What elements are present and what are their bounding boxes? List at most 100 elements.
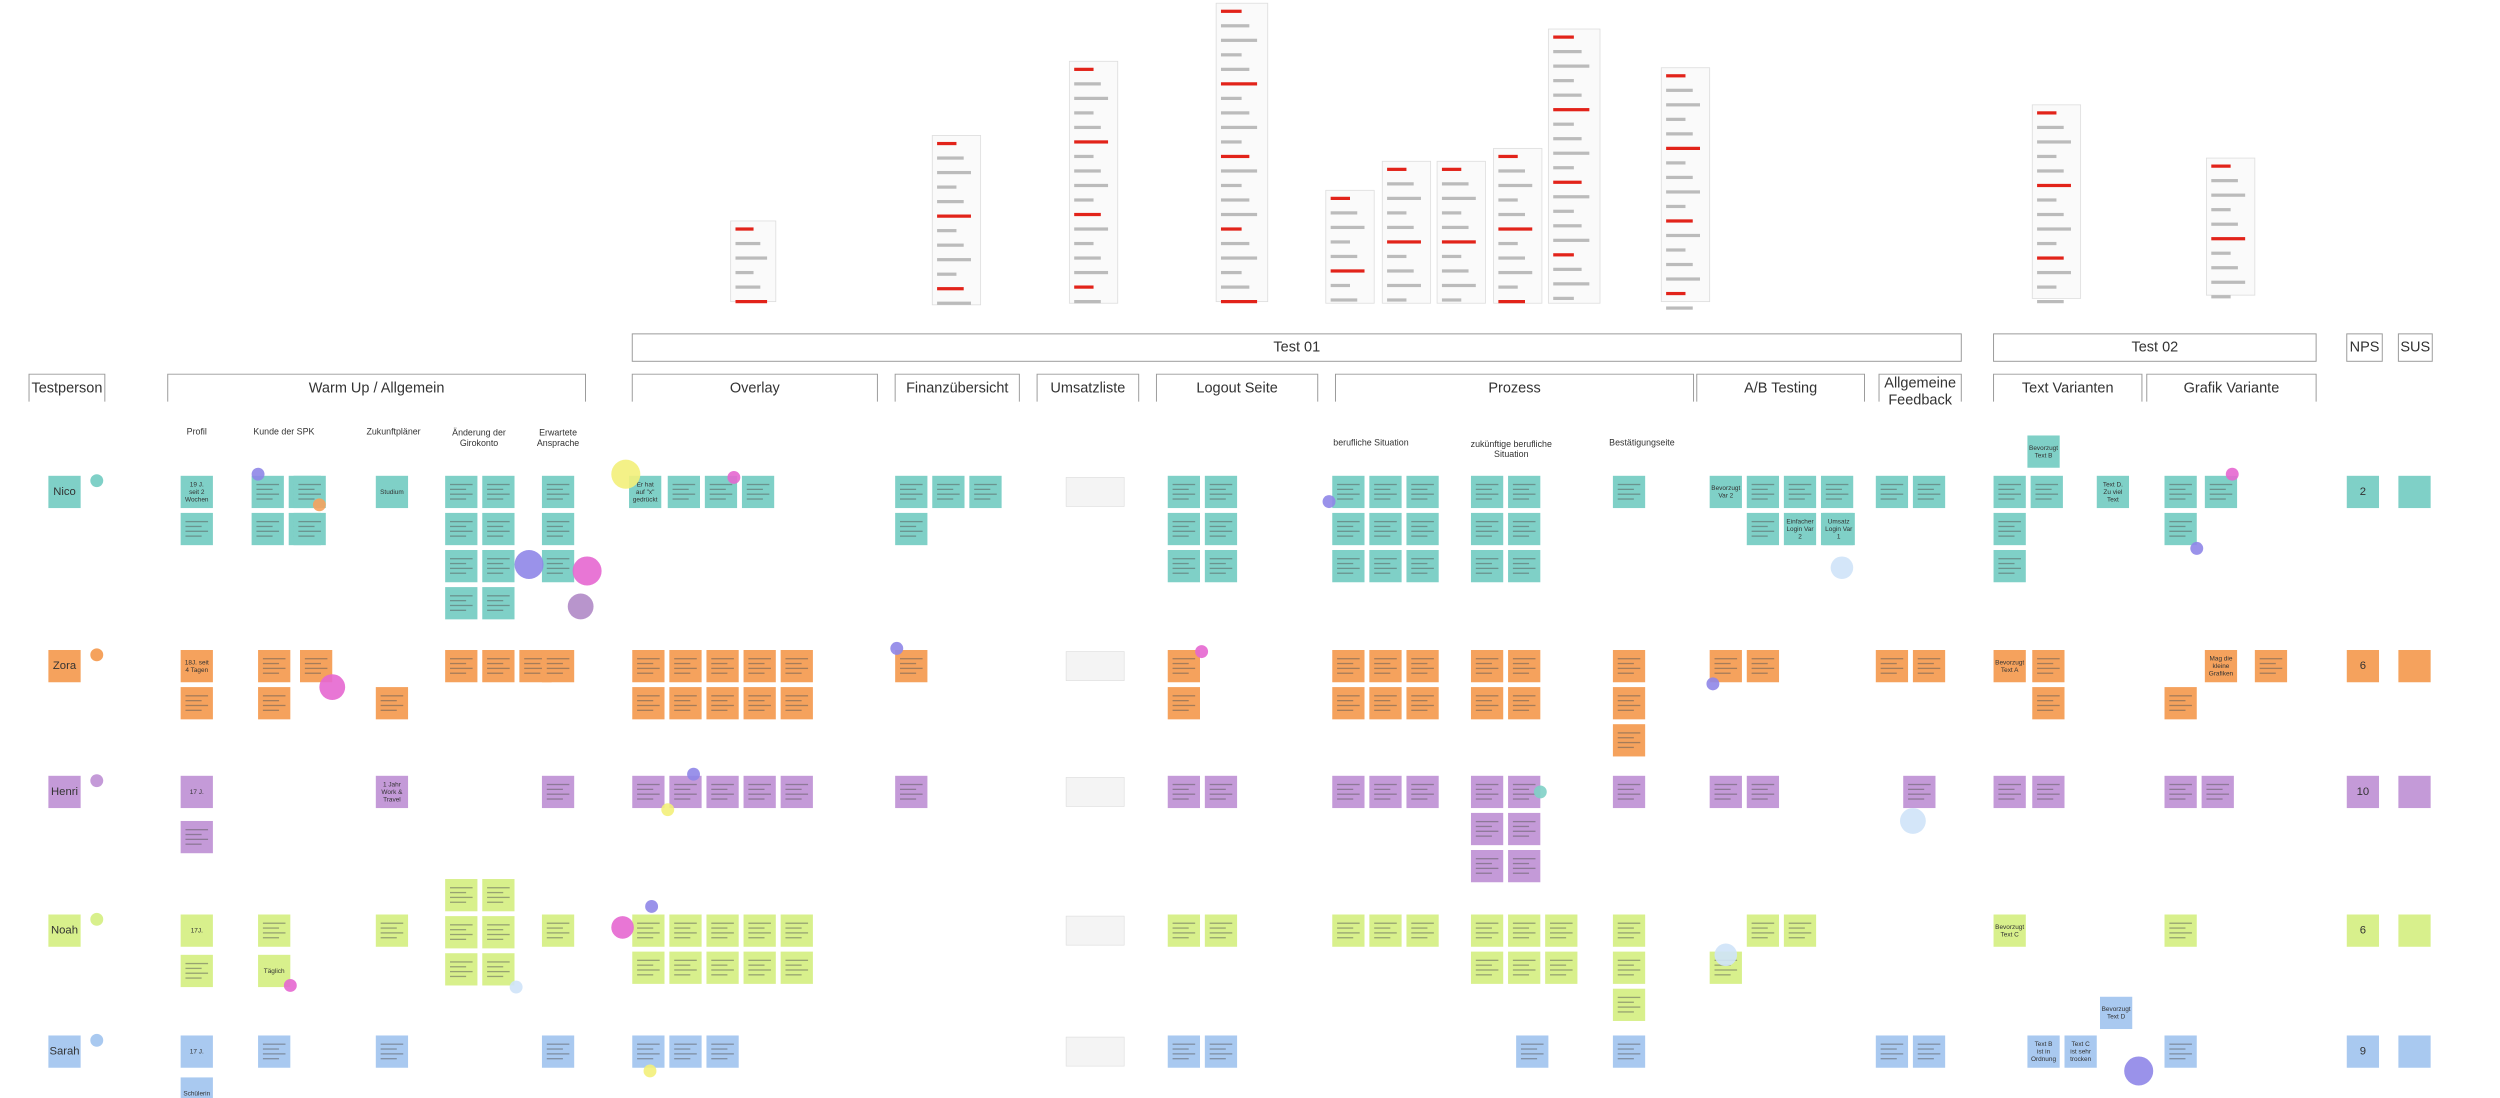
note-scribble <box>449 975 467 978</box>
note-scribble <box>1411 695 1434 697</box>
note-scribble <box>380 932 404 934</box>
section-title: Prozess <box>1488 381 1540 397</box>
thumb-line <box>1220 154 1250 159</box>
note-scribble <box>1172 530 1196 532</box>
umsatz-note <box>1065 915 1125 946</box>
note-scribble <box>1209 530 1233 532</box>
sticky-note <box>743 775 776 809</box>
note-scribble <box>1374 704 1397 707</box>
sticky-note <box>1406 549 1439 583</box>
note-scribble <box>1172 525 1189 528</box>
note-scribble <box>1998 483 2021 486</box>
nps-value: 6 <box>2360 925 2366 937</box>
note-scribble <box>487 970 510 973</box>
note-scribble <box>2169 1043 2192 1045</box>
note-scribble <box>1549 969 1573 971</box>
sticky-note <box>2254 649 2288 683</box>
note-scribble <box>1475 959 1499 961</box>
note-scribble <box>1549 937 1567 939</box>
section-title: A/B Testing <box>1744 381 1817 397</box>
note-scribble <box>1917 1058 1934 1060</box>
note-scribble <box>1751 493 1775 495</box>
note-scribble <box>304 667 328 670</box>
sticky-note <box>2064 1035 2097 1068</box>
note-scribble <box>546 662 563 665</box>
sticky-note <box>1369 475 1402 509</box>
note-scribble <box>1998 488 2015 490</box>
note-scribble <box>449 961 473 963</box>
note-scribble <box>546 488 563 490</box>
subsection-title: Profil <box>187 427 207 437</box>
note-scribble <box>1475 788 1492 790</box>
note-scribble <box>449 924 473 926</box>
section-title-bracket <box>28 373 106 402</box>
note-scribble <box>1751 922 1775 924</box>
note-scribble <box>2169 783 2192 786</box>
note-scribble <box>262 1043 286 1045</box>
reaction-dot <box>2124 1056 2154 1086</box>
sticky-note <box>1167 549 1200 583</box>
note-scribble <box>1209 488 1226 490</box>
note-scribble <box>748 709 765 711</box>
note-scribble <box>899 520 923 523</box>
sticky-note <box>1332 649 1365 683</box>
note-scribble <box>1617 737 1634 739</box>
note-scribble <box>449 970 473 973</box>
sticky-note <box>541 549 575 583</box>
note-scribble <box>748 964 765 966</box>
note-scribble <box>2037 695 2060 697</box>
sticky-note <box>1746 775 1780 809</box>
note-scribble <box>711 788 728 790</box>
note-scribble <box>2169 520 2192 523</box>
note-scribble <box>2259 667 2283 670</box>
note-scribble <box>1512 709 1530 711</box>
note-scribble <box>711 672 728 674</box>
note-scribble <box>674 922 697 924</box>
note-scribble <box>672 488 689 490</box>
sticky-note <box>1612 475 1646 509</box>
sticky-note <box>541 649 575 683</box>
note-scribble <box>748 783 771 786</box>
note-scribble <box>785 709 802 711</box>
note-scribble <box>1337 667 1360 670</box>
note-scribble <box>674 709 691 711</box>
note-scribble <box>711 667 734 670</box>
note-scribble <box>449 901 467 903</box>
reaction-dot <box>1706 677 1720 691</box>
note-scribble <box>1751 525 1768 528</box>
note-scribble <box>487 667 510 670</box>
note-scribble <box>1411 572 1428 574</box>
note-scribble <box>785 932 809 934</box>
note-scribble <box>1617 996 1641 999</box>
sticky-note <box>1332 512 1365 546</box>
thumb-line <box>937 214 971 218</box>
sticky-note <box>1508 687 1541 720</box>
note-scribble <box>637 937 654 939</box>
note-scribble <box>748 798 765 800</box>
reaction-dot <box>567 593 594 620</box>
note-scribble <box>1617 1001 1634 1003</box>
note-scribble <box>1209 535 1226 537</box>
note-scribble <box>1337 662 1354 665</box>
thumb-line <box>1220 285 1250 289</box>
note-scribble <box>1788 498 1805 500</box>
thumb-line <box>1666 175 1693 180</box>
note-scribble <box>546 932 570 934</box>
sticky-note <box>667 475 700 509</box>
note-scribble <box>449 929 467 931</box>
note-scribble <box>1337 488 1354 490</box>
note-scribble <box>185 829 209 831</box>
note-scribble <box>1172 793 1196 795</box>
sticky-note <box>1470 775 1504 809</box>
note-scribble <box>1714 793 1738 795</box>
thumb-line <box>1074 169 1101 173</box>
note-scribble <box>2037 704 2060 707</box>
participant-note <box>48 914 81 947</box>
thumb-line <box>1220 125 1258 130</box>
note-scribble <box>1998 525 2015 528</box>
sticky-note <box>541 475 575 509</box>
sticky-note <box>1406 512 1439 546</box>
note-scribble <box>1374 520 1397 523</box>
note-scribble <box>546 1048 563 1050</box>
note-scribble <box>1617 741 1641 744</box>
